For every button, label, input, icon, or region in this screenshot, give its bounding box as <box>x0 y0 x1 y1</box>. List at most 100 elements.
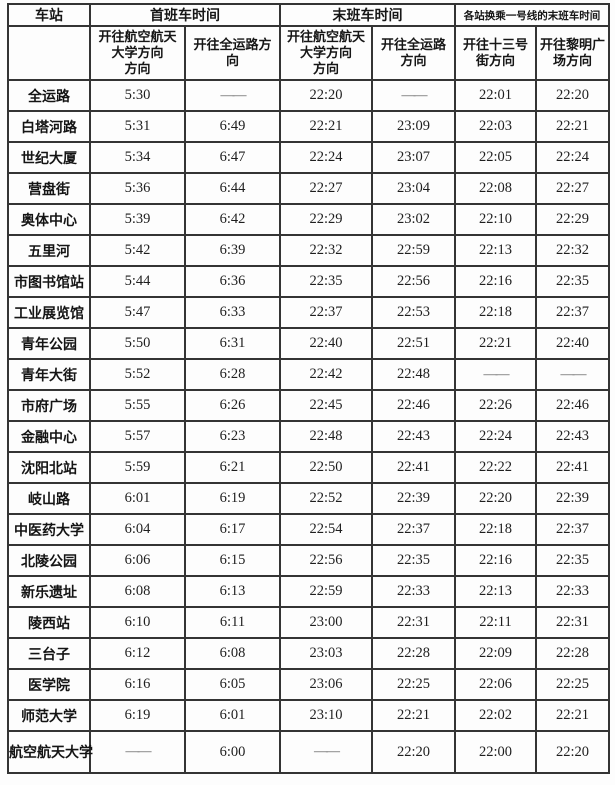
table-row: 全运路 5:30 —— 22:20 —— 22:01 22:20 <box>7 79 610 112</box>
table-row: 市图书馆站 5:44 6:36 22:35 22:56 22:16 22:35 <box>7 265 610 298</box>
time-cell: 22:20 <box>279 79 373 112</box>
station-cell: 工业展览馆 <box>7 296 91 329</box>
time-cell: 22:25 <box>535 668 610 701</box>
time-cell: 23:04 <box>371 172 456 205</box>
station-cell: 航空航天大学 <box>7 730 93 774</box>
no-service-dash-cell: —— <box>454 358 537 391</box>
time-cell: 22:35 <box>535 544 610 577</box>
table-row: 沈阳北站 5:59 6:21 22:50 22:41 22:22 22:41 <box>7 451 610 484</box>
time-cell: 22:35 <box>279 265 373 298</box>
station-cell: 世纪大厦 <box>7 141 91 174</box>
time-cell: 22:20 <box>454 482 537 515</box>
time-cell: 6:11 <box>184 606 281 639</box>
table-row: 航空航天大学 —— 6:00 —— 22:20 22:00 22:20 <box>7 730 610 774</box>
transfer-group-header: 各站换乘一号线的末班车时间 <box>454 3 610 27</box>
time-cell: 22:29 <box>535 203 610 236</box>
time-cell: 22:13 <box>454 575 537 608</box>
time-cell: 22:56 <box>371 265 456 298</box>
time-cell: 22:40 <box>535 327 610 360</box>
time-cell: 6:10 <box>89 606 186 639</box>
time-cell: 6:39 <box>184 234 281 267</box>
time-cell: 23:09 <box>371 110 456 143</box>
time-cell: 22:27 <box>279 172 373 205</box>
station-cell: 五里河 <box>7 234 91 267</box>
time-cell: 22:29 <box>279 203 373 236</box>
group-header-row: 车站 首班车时间 末班车时间 各站换乘一号线的末班车时间 <box>7 3 610 27</box>
time-cell: 22:40 <box>279 327 373 360</box>
no-service-dash-cell: —— <box>535 358 610 391</box>
time-cell: 23:10 <box>279 699 373 732</box>
time-cell: 22:11 <box>454 606 537 639</box>
time-cell: 5:39 <box>89 203 186 236</box>
time-cell: 6:26 <box>184 389 281 422</box>
time-cell: 22:20 <box>371 730 456 774</box>
table-row: 金融中心 5:57 6:23 22:48 22:43 22:24 22:43 <box>7 420 610 453</box>
time-cell: 5:50 <box>89 327 186 360</box>
time-cell: 6:36 <box>184 265 281 298</box>
first-train-group-header: 首班车时间 <box>89 3 281 27</box>
time-cell: 23:03 <box>279 637 373 670</box>
station-header-spacer <box>7 25 91 81</box>
direction-header-transfer-to-13th-street: 开往十三号 街方向 <box>454 25 537 81</box>
time-cell: 22:48 <box>371 358 456 391</box>
time-cell: 22:24 <box>535 141 610 174</box>
station-cell: 三台子 <box>7 637 91 670</box>
time-cell: 22:13 <box>454 234 537 267</box>
time-cell: 6:42 <box>184 203 281 236</box>
time-cell: 22:31 <box>535 606 610 639</box>
time-cell: 22:42 <box>279 358 373 391</box>
time-cell: 5:44 <box>89 265 186 298</box>
time-cell: 22:59 <box>279 575 373 608</box>
time-cell: 22:37 <box>535 296 610 329</box>
time-cell: 6:00 <box>184 730 281 774</box>
no-service-dash-cell: —— <box>279 730 373 774</box>
time-cell: 5:30 <box>89 79 186 112</box>
time-cell: 22:43 <box>535 420 610 453</box>
time-cell: 22:24 <box>279 141 373 174</box>
time-cell: 5:57 <box>89 420 186 453</box>
direction-header-first-to-aerospace: 开往航空航天 大学方向 方向 <box>89 25 186 81</box>
station-cell: 全运路 <box>7 79 91 112</box>
time-cell: 22:21 <box>535 699 610 732</box>
table-row: 奥体中心 5:39 6:42 22:29 23:02 22:10 22:29 <box>7 203 610 236</box>
time-cell: 22:31 <box>371 606 456 639</box>
time-cell: 22:33 <box>371 575 456 608</box>
direction-header-transfer-to-liming-square: 开往黎明广 场方向 <box>535 25 610 81</box>
time-cell: 22:24 <box>454 420 537 453</box>
time-cell: 6:12 <box>89 637 186 670</box>
time-cell: 6:08 <box>89 575 186 608</box>
time-cell: 22:06 <box>454 668 537 701</box>
time-cell: 23:06 <box>279 668 373 701</box>
time-cell: 22:35 <box>535 265 610 298</box>
time-cell: 22:56 <box>279 544 373 577</box>
time-cell: 5:42 <box>89 234 186 267</box>
time-cell: 6:08 <box>184 637 281 670</box>
time-cell: 6:16 <box>89 668 186 701</box>
time-cell: 22:53 <box>371 296 456 329</box>
station-cell: 白塔河路 <box>7 110 91 143</box>
time-cell: 6:19 <box>184 482 281 515</box>
table-row: 白塔河路 5:31 6:49 22:21 23:09 22:03 22:21 <box>7 110 610 143</box>
time-cell: 22:37 <box>371 513 456 546</box>
time-cell: 22:50 <box>279 451 373 484</box>
time-cell: 6:17 <box>184 513 281 546</box>
time-cell: 23:00 <box>279 606 373 639</box>
time-cell: 6:01 <box>89 482 186 515</box>
time-cell: 6:04 <box>89 513 186 546</box>
table-row: 师范大学 6:19 6:01 23:10 22:21 22:02 22:21 <box>7 699 610 732</box>
time-cell: 22:22 <box>454 451 537 484</box>
time-cell: 5:52 <box>89 358 186 391</box>
time-cell: 22:25 <box>371 668 456 701</box>
time-cell: 6:05 <box>184 668 281 701</box>
time-cell: 6:31 <box>184 327 281 360</box>
time-cell: 22:21 <box>279 110 373 143</box>
time-cell: 22:08 <box>454 172 537 205</box>
table-row: 世纪大厦 5:34 6:47 22:24 23:07 22:05 22:24 <box>7 141 610 174</box>
station-cell: 中医药大学 <box>7 513 91 546</box>
station-cell: 青年公园 <box>7 327 91 360</box>
time-cell: 22:46 <box>371 389 456 422</box>
station-cell: 沈阳北站 <box>7 451 91 484</box>
table-row: 北陵公园 6:06 6:15 22:56 22:35 22:16 22:35 <box>7 544 610 577</box>
time-cell: 22:09 <box>454 637 537 670</box>
time-cell: 22:35 <box>371 544 456 577</box>
